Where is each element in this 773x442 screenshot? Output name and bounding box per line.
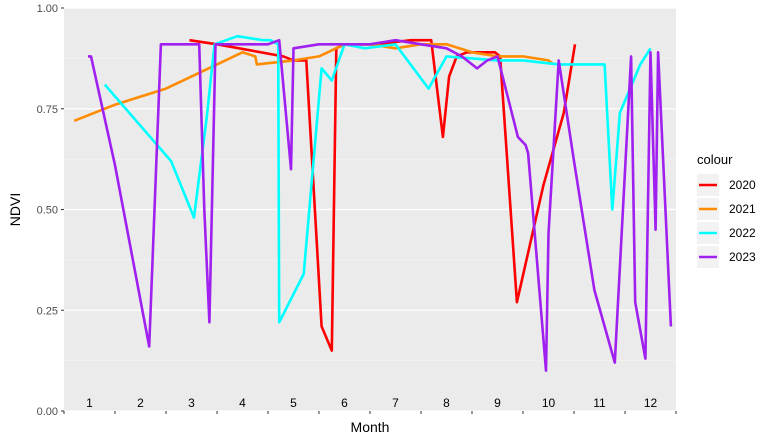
y-tick-label: 1.00 <box>37 3 58 15</box>
legend-label-2023: 2023 <box>729 250 756 264</box>
month-label: 5 <box>290 396 297 410</box>
y-tick-label: 0.00 <box>37 406 58 418</box>
y-tick-label: 0.75 <box>37 104 58 116</box>
legend-label-2022: 2022 <box>729 226 756 240</box>
month-label: 2 <box>137 396 144 410</box>
x-axis-title: Month <box>351 419 390 435</box>
legend: colour 2020 2021 2022 2023 <box>697 152 756 268</box>
y-tick-label: 0.50 <box>37 205 58 217</box>
month-label: 1 <box>86 396 93 410</box>
legend-label-2021: 2021 <box>729 202 756 216</box>
month-label: 10 <box>542 396 556 410</box>
month-labels: 1 2 3 4 5 6 7 8 9 10 11 12 <box>86 396 657 410</box>
month-label: 7 <box>392 396 399 410</box>
y-tick-label: 0.25 <box>37 305 58 317</box>
grid <box>64 7 676 412</box>
y-axis-title: NDVI <box>7 193 23 226</box>
month-label: 11 <box>593 396 606 410</box>
month-label: 9 <box>494 396 501 410</box>
month-label: 3 <box>188 396 195 410</box>
y-axis: 0.00 0.25 0.50 0.75 1.00 <box>37 3 64 418</box>
month-label: 4 <box>239 396 246 410</box>
series-lines <box>73 34 673 373</box>
x-axis <box>63 411 677 414</box>
month-label: 8 <box>443 396 450 410</box>
month-label: 12 <box>644 396 658 410</box>
legend-label-2020: 2020 <box>729 178 756 192</box>
month-label: 6 <box>341 396 348 410</box>
legend-title: colour <box>697 152 733 167</box>
series-line-2023 <box>88 38 673 373</box>
